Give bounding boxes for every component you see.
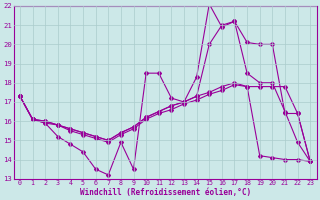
X-axis label: Windchill (Refroidissement éolien,°C): Windchill (Refroidissement éolien,°C) (79, 188, 251, 197)
